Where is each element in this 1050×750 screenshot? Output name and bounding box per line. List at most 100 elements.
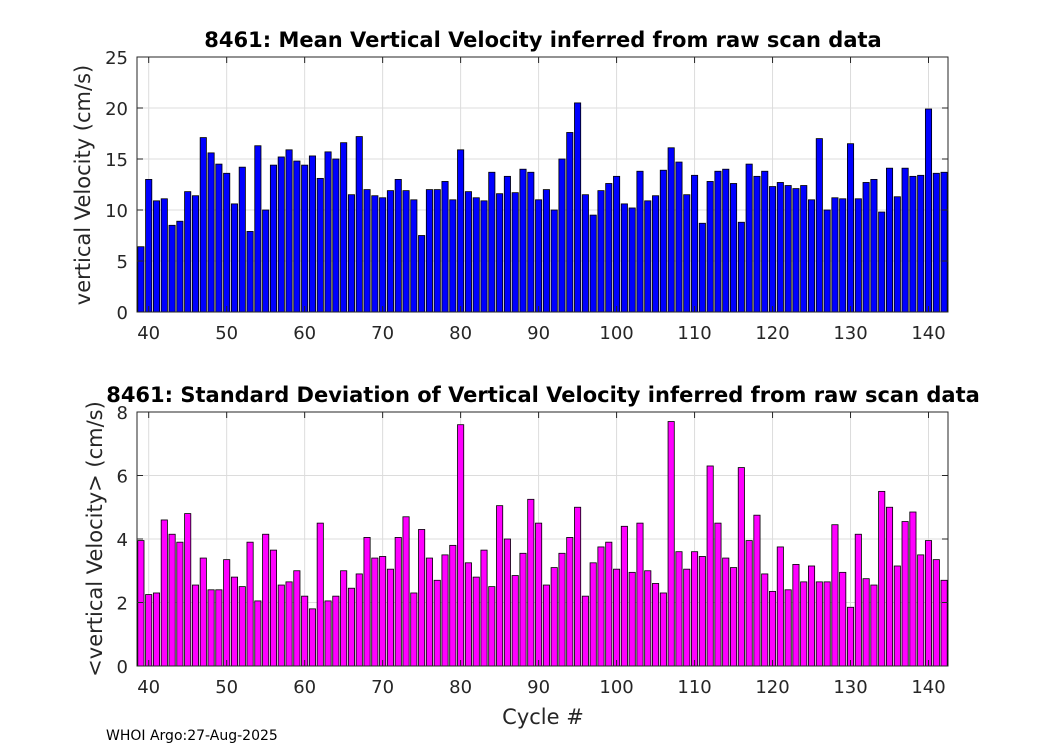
top-bar-cycle-100 — [613, 175, 621, 313]
bottom-bar-cycle-140 — [924, 540, 933, 667]
bottom-bar-cycle-46 — [191, 584, 200, 667]
top-bar-cycle-60 — [301, 164, 309, 313]
std-velocity-chart: 40 50 60 70 80 90 100 110 120 130 140 0 2 4 6 8 8461: S… — [83, 383, 980, 729]
bottom-bar-cycle-71 — [386, 568, 394, 667]
top-bar-cycle-69 — [371, 195, 379, 313]
bottom-bar-cycle-141 — [932, 559, 940, 667]
top-bar-cycle-108 — [675, 161, 683, 313]
top-bar-cycle-106 — [659, 169, 667, 313]
top-bar-cycle-125 — [808, 199, 816, 313]
mean-velocity-chart: 40 50 60 70 80 90 100 110 120 130 140 0 5 10 15 20 25 84… — [71, 28, 949, 344]
bottom-bar-cycle-139 — [917, 554, 925, 667]
top-bar-cycle-41 — [152, 200, 161, 313]
top-bar-cycle-89 — [527, 171, 535, 313]
top-ticks: 40 50 60 70 80 90 100 110 120 130 140 0 5 10 15 20 25 — [105, 48, 948, 344]
top-bar-cycle-134 — [878, 211, 886, 313]
bottom-ytick-label-0: 0 — [117, 657, 128, 678]
top-bar-cycle-103 — [636, 170, 644, 313]
bottom-bar-cycle-45 — [184, 513, 192, 667]
top-ytick-label-20: 20 — [105, 99, 128, 120]
bottom-bar-cycle-48 — [207, 589, 215, 667]
top-bar-cycle-93 — [558, 158, 566, 313]
top-bar-cycle-95 — [574, 102, 582, 313]
bottom-bar-cycle-97 — [589, 562, 597, 667]
top-bars — [137, 102, 948, 313]
bottom-bar-cycle-77 — [433, 579, 441, 667]
top-bar-cycle-124 — [800, 185, 808, 313]
bottom-bar-cycle-84 — [488, 586, 496, 667]
top-bar-cycle-104 — [644, 200, 652, 313]
bottom-bar-cycle-83 — [480, 549, 488, 667]
bottom-bar-cycle-122 — [784, 589, 792, 667]
bottom-bar-cycle-62 — [316, 522, 324, 667]
bottom-bar-cycle-106 — [659, 592, 667, 667]
top-bar-cycle-133 — [870, 178, 878, 313]
top-bar-cycle-107 — [667, 147, 675, 313]
top-bar-cycle-81 — [464, 191, 472, 313]
footer-credit: WHOI Argo:27-Aug-2025 — [106, 728, 278, 744]
bottom-bar-cycle-80 — [457, 424, 465, 667]
top-bar-cycle-58 — [285, 149, 293, 313]
bottom-bar-cycle-61 — [308, 608, 316, 667]
top-bar-cycle-44 — [176, 220, 184, 313]
bottom-ytick-label-4: 4 — [117, 530, 128, 551]
top-xtick-label-140: 140 — [911, 323, 945, 344]
bottom-bar-cycle-78 — [441, 554, 449, 667]
top-ytick-label-0: 0 — [117, 303, 128, 324]
bottom-bar-cycle-127 — [823, 581, 831, 667]
bottom-bar-cycle-128 — [831, 524, 839, 667]
bottom-bar-cycle-67 — [355, 573, 363, 667]
bottom-bar-cycle-64 — [332, 595, 340, 667]
bottom-bar-cycle-79 — [449, 544, 457, 667]
bottom-bar-cycle-54 — [254, 600, 262, 667]
bottom-bar-cycle-119 — [761, 573, 769, 667]
bottom-chart-title: 8461: Standard Deviation of Vertical Vel… — [106, 383, 980, 407]
bottom-bar-cycle-50 — [223, 559, 231, 667]
bottom-bar-cycle-51 — [230, 576, 238, 667]
top-bar-cycle-120 — [769, 186, 777, 313]
bottom-xtick-label-90: 90 — [527, 677, 550, 698]
bottom-bar-cycle-101 — [620, 525, 628, 667]
top-bar-cycle-50 — [223, 172, 231, 313]
bottom-bar-cycle-55 — [262, 533, 270, 667]
top-xtick-label-40: 40 — [137, 323, 160, 344]
bottom-bar-cycle-85 — [496, 505, 504, 667]
top-bar-cycle-80 — [457, 149, 465, 313]
top-bar-cycle-62 — [316, 177, 324, 313]
top-bar-cycle-141 — [932, 172, 940, 313]
top-bar-cycle-118 — [753, 175, 761, 313]
top-bar-cycle-39 — [137, 246, 145, 313]
top-bar-cycle-43 — [168, 224, 176, 313]
bottom-bar-cycle-99 — [605, 541, 613, 667]
bottom-bar-cycle-113 — [714, 522, 722, 667]
bottom-bar-cycle-115 — [730, 567, 738, 667]
bottom-bar-cycle-133 — [870, 584, 878, 667]
top-bar-cycle-116 — [737, 221, 745, 313]
top-bar-cycle-123 — [792, 188, 800, 313]
top-bar-cycle-48 — [207, 152, 215, 313]
bottom-bar-cycle-52 — [238, 586, 246, 667]
top-bar-cycle-40 — [145, 178, 153, 313]
bottom-bar-cycle-41 — [152, 592, 161, 667]
top-bar-cycle-54 — [254, 145, 262, 313]
bottom-bar-cycle-56 — [269, 549, 277, 667]
bottom-bar-cycle-63 — [324, 600, 332, 667]
bottom-bar-cycle-88 — [519, 552, 527, 667]
top-ytick-label-5: 5 — [117, 252, 128, 273]
top-bar-cycle-70 — [379, 197, 387, 313]
bottom-bar-cycle-74 — [410, 592, 418, 667]
top-bar-cycle-122 — [784, 185, 792, 313]
bottom-bar-cycle-123 — [792, 564, 800, 667]
bottom-bar-cycle-82 — [472, 576, 480, 667]
bottom-bar-cycle-125 — [808, 565, 816, 667]
top-xtick-label-100: 100 — [599, 323, 633, 344]
bottom-bar-cycle-108 — [675, 551, 683, 667]
top-bar-cycle-49 — [215, 163, 223, 313]
bottom-xtick-label-130: 130 — [833, 677, 867, 698]
top-xtick-label-60: 60 — [293, 323, 316, 344]
top-bar-cycle-119 — [761, 170, 769, 313]
top-bar-cycle-112 — [706, 181, 714, 313]
bottom-bar-cycle-39 — [137, 540, 145, 667]
top-bar-cycle-65 — [340, 142, 348, 313]
top-bar-cycle-139 — [917, 174, 925, 313]
